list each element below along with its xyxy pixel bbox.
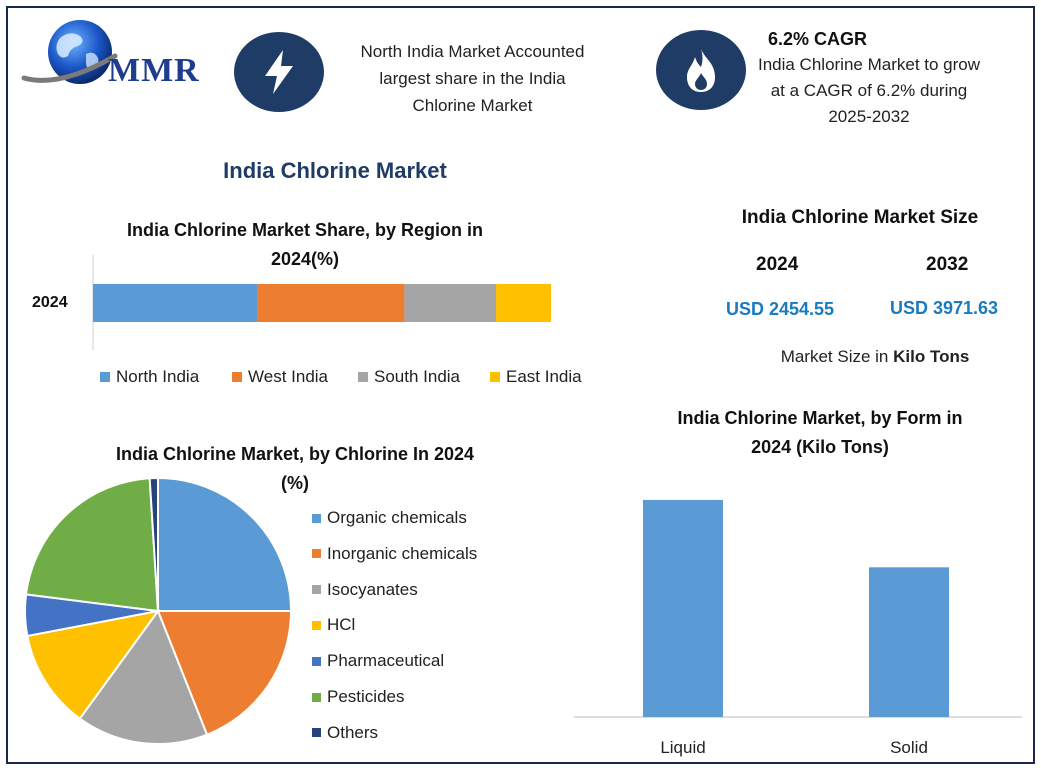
globe-logo-icon — [21, 20, 118, 84]
legend-east-india: East India — [490, 367, 582, 387]
legend-swatch — [232, 372, 242, 382]
legend-swatch — [312, 620, 321, 630]
info-line: largest share in the India — [379, 69, 566, 88]
x-tick-label: Liquid — [660, 738, 705, 757]
legend-label: West India — [248, 367, 329, 386]
chart-title-line: India Chlorine Market, by Chlorine In 20… — [115, 444, 475, 464]
brand-logo-text: MMR — [108, 52, 200, 89]
bar-solid — [869, 567, 949, 717]
legend-swatch — [312, 656, 321, 666]
pie-legend-item: Others — [312, 723, 378, 743]
bar-liquid — [643, 499, 723, 717]
legend-label: Inorganic chemicals — [327, 543, 478, 563]
bar-segment-east-india — [496, 284, 551, 322]
pie-legend-item: HCl — [312, 615, 355, 635]
bar-segment-south-india — [404, 284, 497, 322]
info-north-india: North India Market Accounted largest sha… — [330, 38, 615, 119]
legend-swatch — [490, 372, 500, 382]
size-value-2032: USD 3971.63 — [890, 298, 999, 318]
note-unit: Kilo Tons — [893, 347, 970, 366]
chlorine-pie-title: India Chlorine Market, by Chlorine In 20… — [60, 440, 530, 498]
chart-title-line: 2024(%) — [270, 249, 340, 269]
legend-label: Pharmaceutical — [327, 651, 445, 671]
cagr-headline: 6.2% CAGR — [768, 29, 868, 49]
info-line: 2025-2032 — [828, 107, 910, 126]
pie-legend-item: Pharmaceutical — [312, 651, 444, 671]
legend-north-india: North India — [100, 367, 199, 387]
pie-legend-item: Pesticides — [312, 687, 404, 707]
chart-title-line: India Chlorine Market, by Form in — [677, 408, 963, 428]
info-line: India Chlorine Market to grow — [757, 55, 981, 74]
form-bar-chart: Liquid Solid — [574, 499, 1022, 757]
pie-slice-organic-chemicals — [157, 476, 293, 612]
chart-title-line: 2024 (Kilo Tons) — [751, 437, 889, 457]
legend-swatch — [312, 692, 321, 702]
bar-segment-west-india — [257, 284, 405, 322]
bar-segment-north-india — [93, 284, 258, 322]
pie-slice-others — [148, 476, 159, 612]
pie-slice-inorganic-chemicals — [156, 610, 293, 736]
info-line: North India Market Accounted — [360, 42, 585, 61]
legend-swatch — [312, 585, 321, 595]
legend-label: Organic chemicals — [327, 508, 467, 527]
legend-swatch — [312, 513, 321, 523]
legend-label: North India — [116, 367, 200, 386]
pie-legend-item: Isocyanates — [312, 580, 418, 600]
legend-swatch — [100, 372, 110, 382]
x-tick-label: Solid — [890, 738, 928, 757]
main-title: India Chlorine Market — [223, 158, 447, 183]
pie-slice-isocyanates — [78, 608, 209, 745]
chart-title-line: India Chlorine Market Share, by Region i… — [126, 220, 484, 240]
legend-swatch — [312, 728, 321, 738]
legend-label: East India — [506, 367, 582, 386]
legend-west-india: West India — [232, 367, 328, 387]
legend-label: Isocyanates — [327, 579, 418, 599]
legend-swatch — [358, 372, 368, 382]
info-line: Chlorine Market — [412, 96, 533, 115]
region-chart-title: India Chlorine Market Share, by Region i… — [80, 216, 530, 274]
note-prefix: Market Size in — [780, 347, 894, 366]
legend-label: South India — [374, 367, 461, 386]
pie-legend-item: Organic chemicals — [312, 508, 467, 528]
size-year-2032: 2032 — [926, 254, 969, 275]
pie-slice-pesticides — [24, 477, 160, 613]
size-year-2024: 2024 — [756, 254, 799, 275]
pie-legend-item: Inorganic chemicals — [312, 544, 477, 564]
legend-swatch — [312, 549, 321, 559]
region-stacked-bar-chart: 2024 — [32, 255, 551, 350]
form-chart-title: India Chlorine Market, by Form in 2024 (… — [630, 404, 1010, 462]
info-cagr: India Chlorine Market to grow at a CAGR … — [740, 52, 998, 130]
legend-label: HCl — [327, 615, 356, 635]
legend-label: Others — [327, 722, 379, 742]
lightning-icon — [234, 32, 324, 112]
market-size-title: India Chlorine Market Size — [741, 207, 979, 228]
chlorine-pie-chart — [24, 476, 293, 745]
flame-icon — [656, 30, 746, 110]
chart-title-line: (%) — [281, 473, 309, 493]
pie-slice-hcl — [26, 609, 161, 720]
info-line: at a CAGR of 6.2% during — [770, 81, 968, 100]
market-size-note: Market Size in Kilo Tons — [745, 347, 1005, 367]
legend-label: Pesticides — [327, 687, 405, 706]
legend-south-india: South India — [358, 367, 460, 387]
category-label: 2024 — [32, 294, 68, 311]
size-value-2024: USD 2454.55 — [726, 299, 835, 319]
